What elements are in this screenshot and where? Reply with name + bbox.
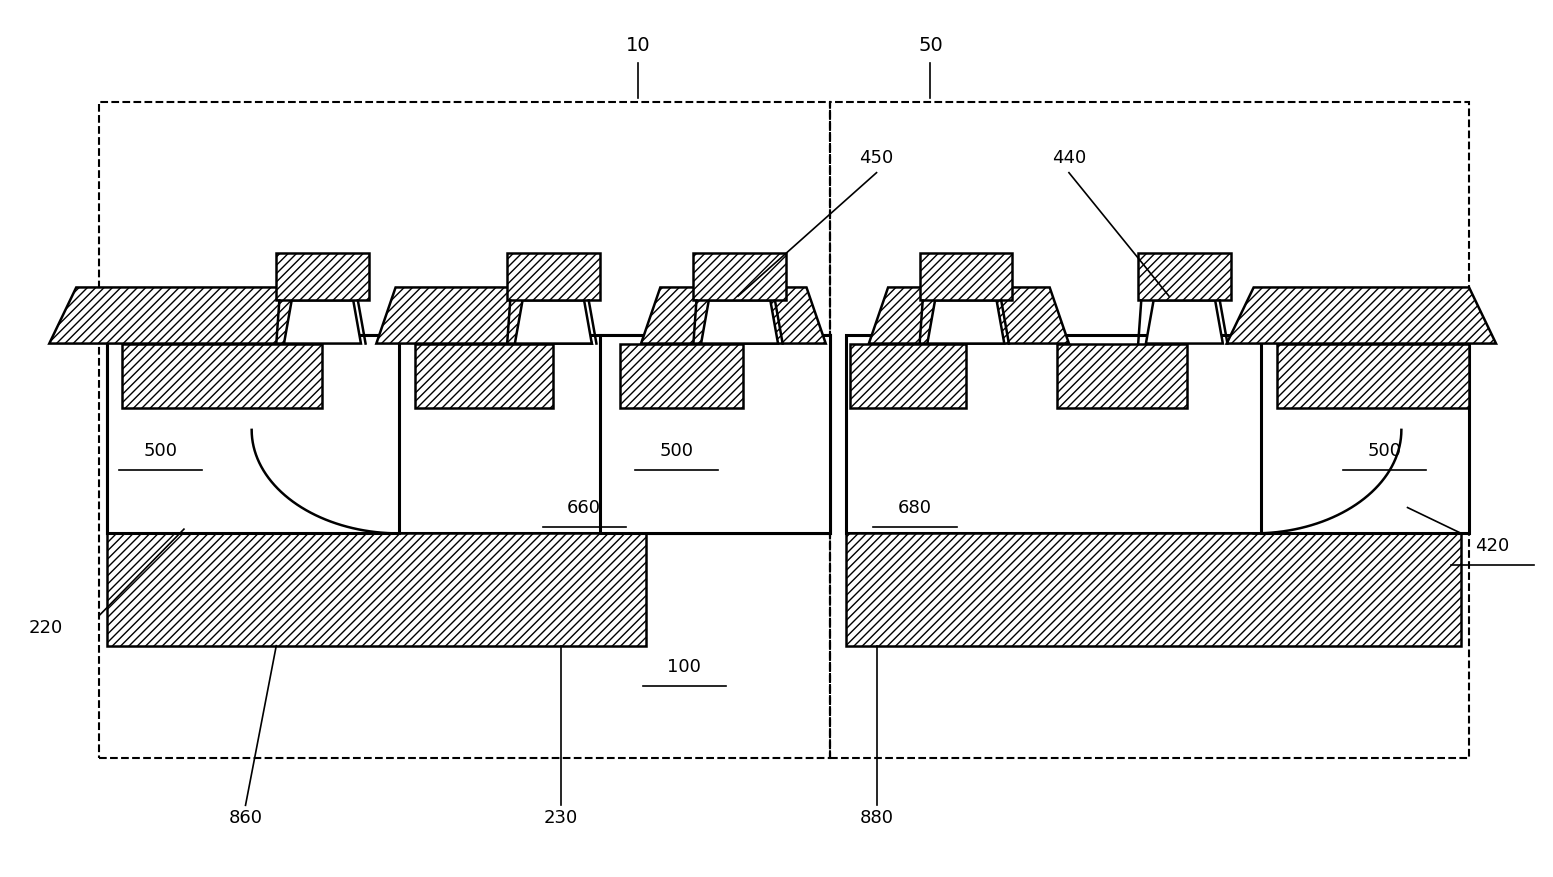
Bar <box>620 344 742 409</box>
Bar <box>276 253 368 301</box>
Polygon shape <box>641 288 826 344</box>
Bar <box>693 253 786 301</box>
Bar <box>415 344 553 409</box>
Bar <box>107 533 646 645</box>
Text: 440: 440 <box>1051 149 1086 167</box>
Text: 420: 420 <box>1475 538 1510 555</box>
Bar <box>107 335 831 533</box>
Polygon shape <box>516 301 592 344</box>
Bar <box>1277 344 1469 409</box>
Bar <box>851 344 966 409</box>
Text: 680: 680 <box>898 498 932 517</box>
Bar <box>107 335 399 533</box>
Polygon shape <box>1227 288 1496 344</box>
Text: 10: 10 <box>626 36 651 55</box>
Polygon shape <box>50 288 318 344</box>
Text: 660: 660 <box>567 498 601 517</box>
Bar <box>919 253 1013 301</box>
Bar <box>1261 335 1469 533</box>
Text: 500: 500 <box>660 443 694 460</box>
Text: 860: 860 <box>228 809 262 827</box>
Text: 880: 880 <box>859 809 893 827</box>
Polygon shape <box>700 301 778 344</box>
Bar <box>1138 253 1230 301</box>
Polygon shape <box>927 301 1005 344</box>
Polygon shape <box>284 301 360 344</box>
Bar <box>846 533 1461 645</box>
Bar <box>599 335 831 533</box>
Text: 100: 100 <box>668 659 700 676</box>
Polygon shape <box>376 288 592 344</box>
Bar <box>831 102 1469 758</box>
Polygon shape <box>868 288 1068 344</box>
Text: 230: 230 <box>544 809 578 827</box>
Bar <box>508 253 599 301</box>
Text: 500: 500 <box>1368 443 1401 460</box>
Text: 220: 220 <box>28 619 62 638</box>
Bar <box>99 102 831 758</box>
Text: 50: 50 <box>918 36 943 55</box>
Bar <box>846 335 1461 533</box>
Bar <box>123 344 323 409</box>
Text: 500: 500 <box>144 443 179 460</box>
Bar <box>1056 344 1188 409</box>
Polygon shape <box>1146 301 1222 344</box>
Text: 450: 450 <box>859 149 893 167</box>
